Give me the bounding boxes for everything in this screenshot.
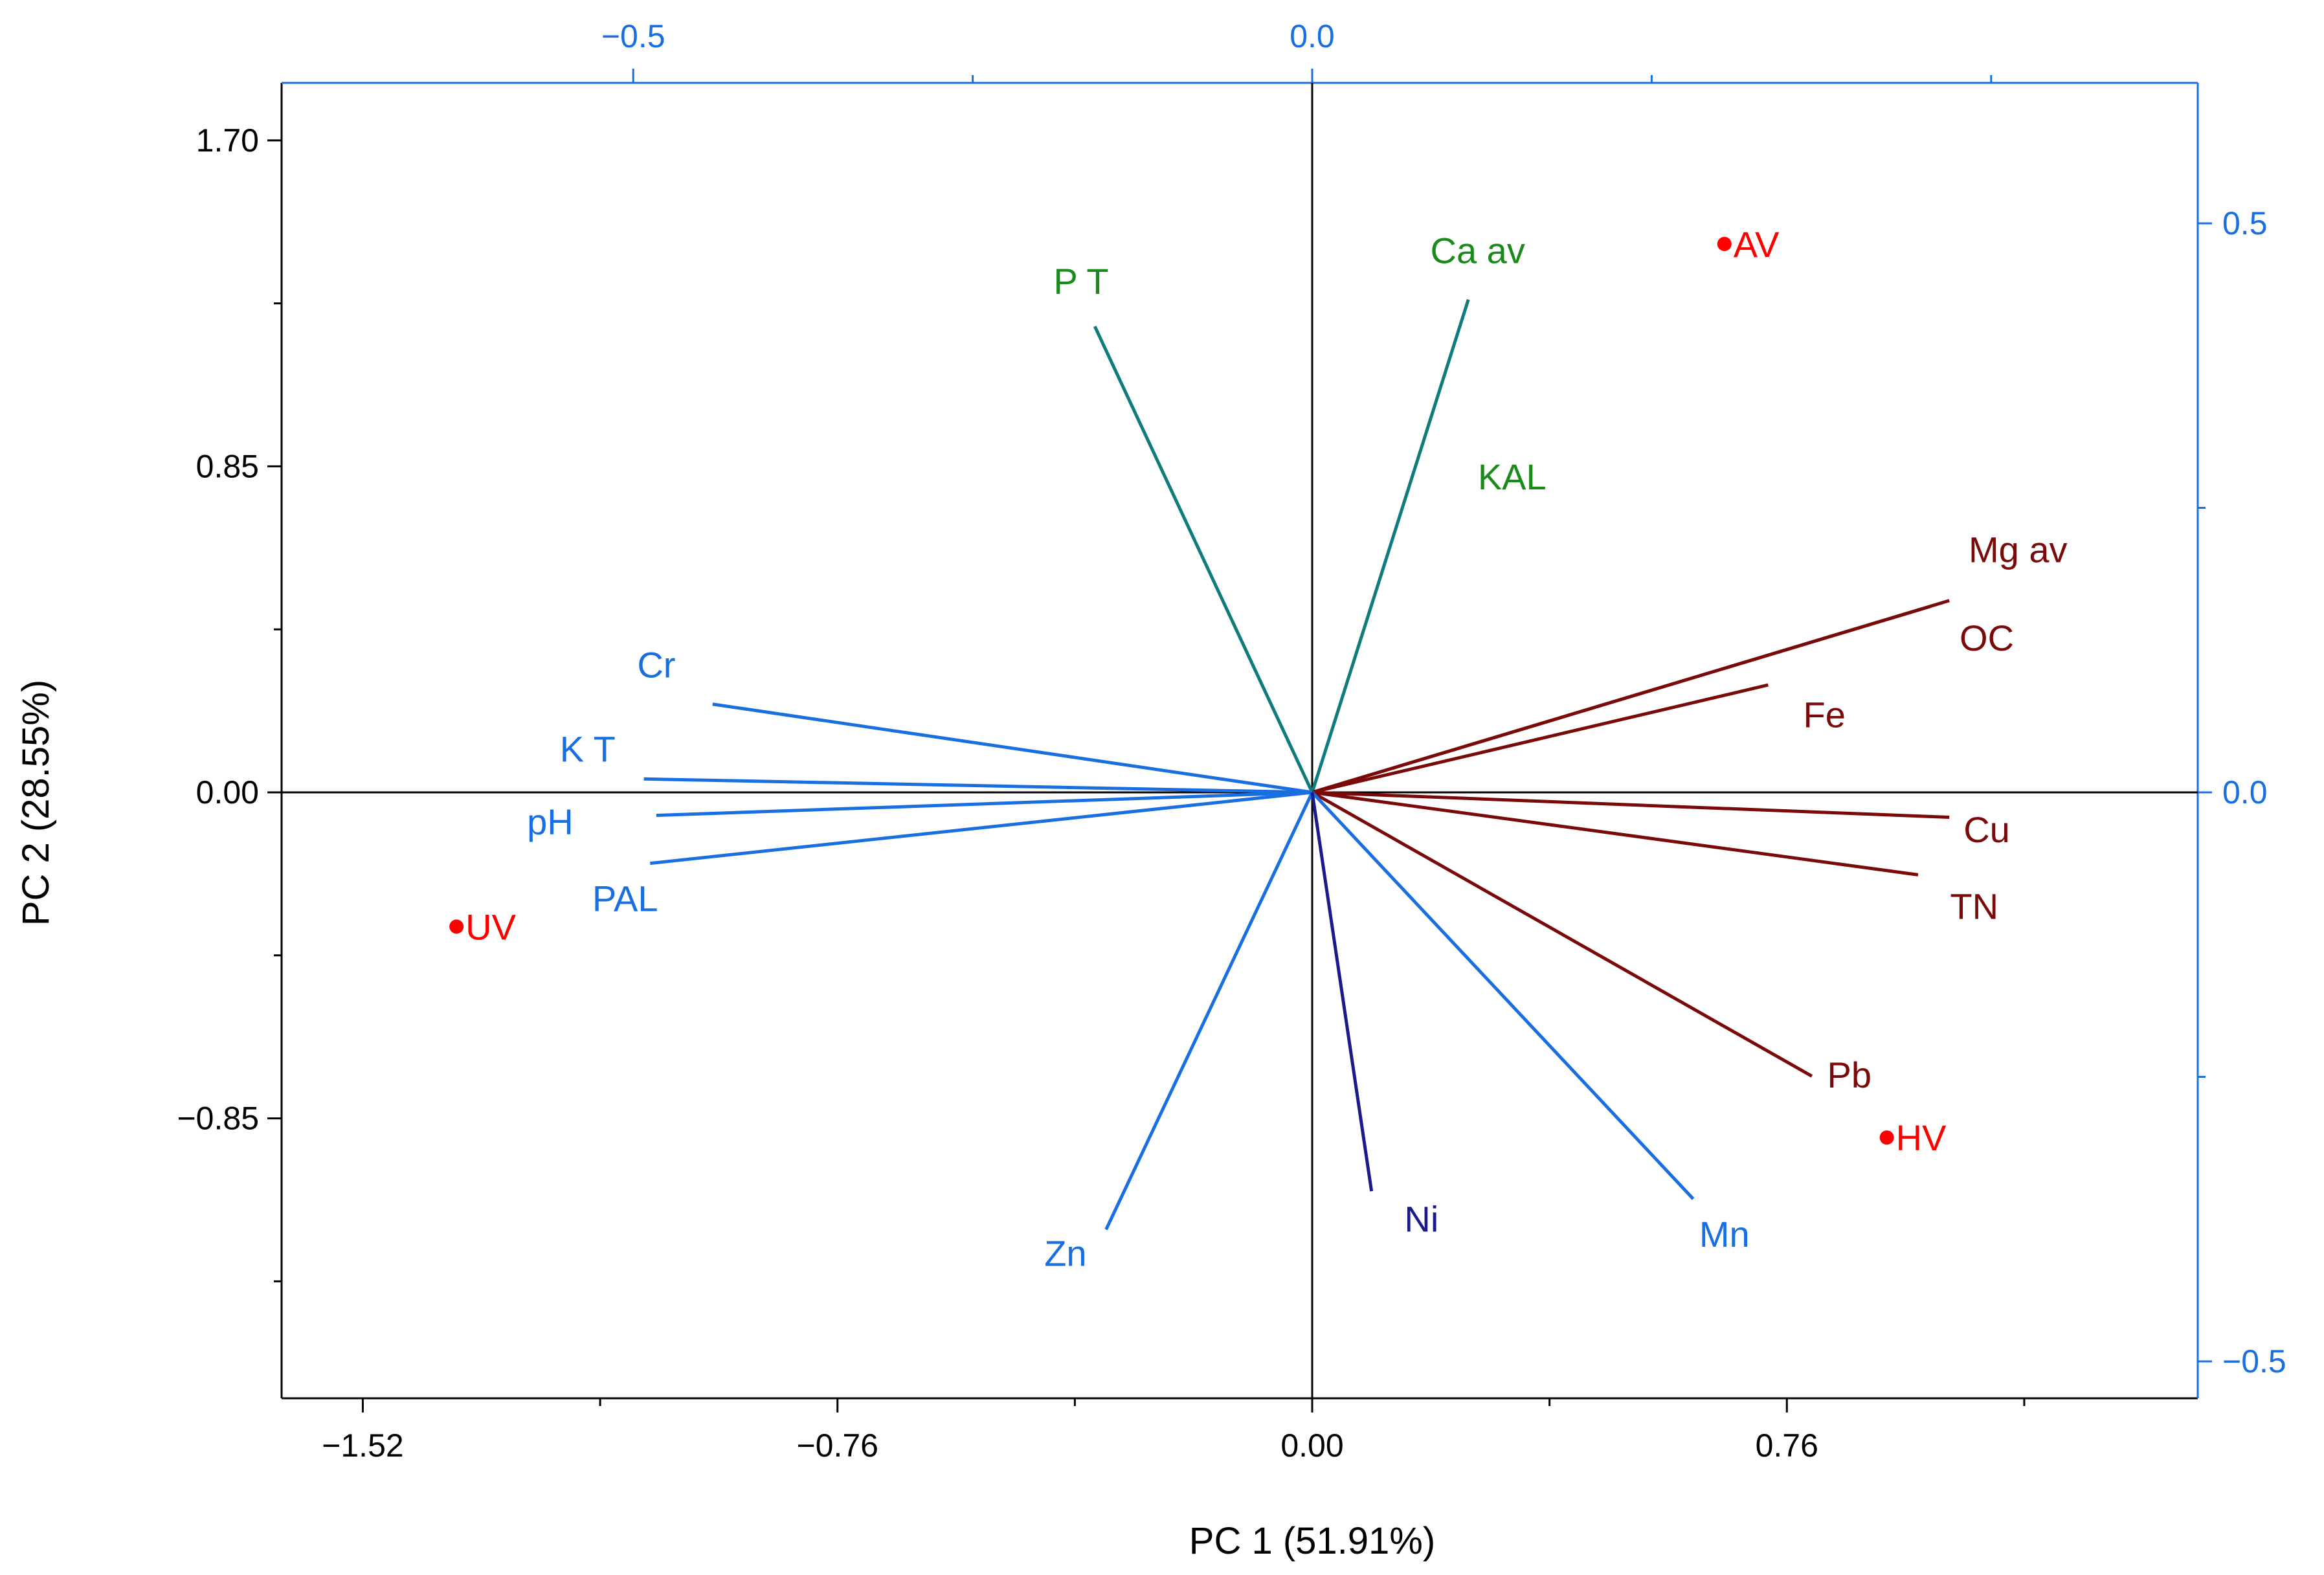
loading-vectors xyxy=(643,298,1950,1231)
x-tick-label: −1.52 xyxy=(322,1427,404,1464)
loading-vector xyxy=(1104,791,1314,1231)
loading-vector xyxy=(1312,790,1950,820)
top-tick-label: −0.5 xyxy=(601,18,665,54)
loading-vector xyxy=(656,790,1313,818)
variable-label: OC xyxy=(1960,618,2014,658)
variable-label: KAL xyxy=(1478,456,1547,497)
variable-label: Mg av xyxy=(1969,530,2068,570)
score-label: AV xyxy=(1734,224,1780,265)
variable-label: Cr xyxy=(637,644,675,685)
loading-vector xyxy=(643,777,1313,794)
variable-label: Cu xyxy=(1963,809,2010,850)
loading-vector xyxy=(1093,326,1314,794)
top-tick-label: 0.0 xyxy=(1290,18,1335,54)
loading-vector xyxy=(1311,790,1813,1078)
loading-vector xyxy=(649,790,1313,866)
right-tick-label: 0.5 xyxy=(2222,205,2268,241)
variable-label: pH xyxy=(527,801,574,842)
variable-label: TN xyxy=(1950,886,1998,927)
variable-label: Mn xyxy=(1699,1214,1750,1255)
loading-vector xyxy=(1310,298,1470,793)
loading-vector xyxy=(712,702,1313,794)
y-tick-label: 1.70 xyxy=(196,122,259,159)
variable-label: Pb xyxy=(1827,1055,1872,1095)
x-tick-label: −0.76 xyxy=(796,1427,878,1464)
x-axis-title: PC 1 (51.91%) xyxy=(1189,1520,1435,1562)
y-axis-title: PC 2 (28.55%) xyxy=(15,680,57,926)
right-tick-label: −0.5 xyxy=(2222,1343,2286,1380)
variable-labels: P T Ca av KAL Mg av OC Fe Cu TN Pb Cr K T pH PAL Zn Mn… xyxy=(527,230,2067,1273)
loading-vector xyxy=(1312,683,1769,794)
score-point xyxy=(1717,236,1732,251)
right-tick-label: 0.0 xyxy=(2222,774,2268,810)
score-point xyxy=(1879,1130,1894,1145)
loading-vector xyxy=(1310,792,1374,1192)
axis-ticks: −1.52 −0.76 0.00 0.76 1.70 0.85 0.00 −0.85 −0.5 0… xyxy=(177,18,2286,1464)
variable-label: PAL xyxy=(592,878,658,919)
y-tick-label: 0.00 xyxy=(196,774,259,810)
x-tick-label: 0.76 xyxy=(1756,1427,1818,1464)
variable-label: P T xyxy=(1053,261,1108,302)
variable-label: Fe xyxy=(1803,694,1845,735)
loading-vector xyxy=(1311,791,1695,1200)
y-tick-label: 0.85 xyxy=(196,448,259,484)
variable-label: Zn xyxy=(1044,1233,1086,1274)
score-label: HV xyxy=(1896,1117,1947,1158)
loading-vector xyxy=(1312,790,1919,877)
variable-label: K T xyxy=(560,729,616,770)
x-tick-label: 0.00 xyxy=(1280,1427,1343,1464)
score-label: UV xyxy=(465,906,516,947)
variable-label: Ni xyxy=(1404,1198,1438,1239)
y-tick-label: −0.85 xyxy=(177,1100,259,1137)
score-point xyxy=(449,919,464,934)
score-points: AV UV HV xyxy=(449,224,1947,1158)
loading-vector xyxy=(1312,605,1931,794)
variable-label: Ca av xyxy=(1431,230,1525,271)
